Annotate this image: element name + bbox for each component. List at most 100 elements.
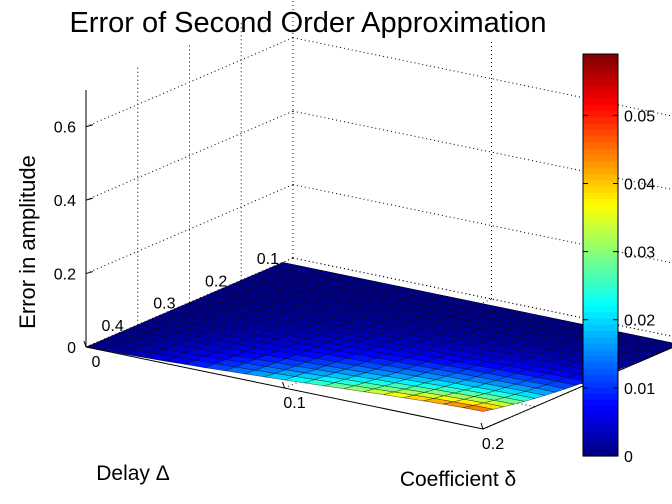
colorbar-swatch bbox=[583, 311, 618, 319]
x-tick-label: 0 bbox=[92, 354, 101, 371]
colorbar-swatch bbox=[583, 412, 618, 419]
colorbar-swatch bbox=[583, 167, 618, 174]
colorbar-swatch bbox=[583, 60, 618, 68]
colorbar-swatch bbox=[583, 437, 618, 445]
colorbar-swatch bbox=[583, 286, 618, 294]
colorbar-swatch bbox=[583, 305, 618, 313]
colorbar-swatch bbox=[583, 160, 618, 168]
colorbar-swatch bbox=[583, 85, 618, 93]
colorbar-swatch bbox=[583, 192, 618, 200]
grid-line bbox=[85, 184, 294, 275]
colorbar-tick-label: 0.04 bbox=[624, 176, 655, 193]
colorbar-swatch bbox=[583, 141, 618, 149]
colorbar-swatch bbox=[583, 292, 618, 300]
colorbar-tick-label: 0.05 bbox=[624, 108, 655, 125]
chart-title: Error of Second Order Approximation bbox=[69, 7, 546, 39]
x-tick bbox=[83, 340, 87, 348]
colorbar-swatch bbox=[583, 324, 618, 331]
colorbar-swatch bbox=[583, 280, 618, 288]
colorbar-swatch bbox=[583, 223, 618, 231]
colorbar-swatch bbox=[583, 97, 618, 105]
colorbar-swatch bbox=[583, 229, 618, 237]
colorbar-swatch bbox=[583, 79, 618, 87]
colorbar-swatch bbox=[583, 386, 618, 394]
colorbar-swatch bbox=[583, 424, 618, 432]
y-tick-label: 0.1 bbox=[257, 251, 279, 268]
colorbar-swatch bbox=[583, 298, 618, 306]
z-tick-label: 0 bbox=[67, 340, 76, 357]
colorbar-swatch bbox=[583, 273, 618, 281]
colorbar-swatch bbox=[583, 443, 618, 451]
y-tick-label: 0.2 bbox=[205, 273, 227, 290]
colorbar-swatch bbox=[583, 104, 618, 112]
colorbar-swatch bbox=[583, 66, 618, 74]
colorbar-swatch bbox=[583, 342, 618, 350]
colorbar: 0 0.01 0.02 0.03 0.04 0.05 bbox=[582, 53, 655, 466]
colorbar-swatch bbox=[583, 261, 618, 269]
colorbar-swatch bbox=[583, 336, 618, 344]
colorbar-swatch bbox=[583, 54, 618, 61]
colorbar-frame bbox=[582, 53, 619, 457]
colorbar-swatch bbox=[583, 449, 618, 457]
z-axis-label: Error in amplitude bbox=[15, 155, 40, 329]
colorbar-swatch bbox=[583, 236, 618, 244]
colorbar-swatch bbox=[583, 355, 618, 363]
colorbar-swatch bbox=[583, 242, 618, 250]
z-tick-label: 0.6 bbox=[54, 120, 76, 137]
colorbar-swatch bbox=[583, 179, 618, 187]
colorbar-swatch bbox=[583, 211, 618, 218]
colorbar-swatch bbox=[583, 399, 618, 407]
z-tick bbox=[85, 271, 94, 275]
colorbar-swatch bbox=[583, 430, 618, 438]
z-tick bbox=[85, 344, 94, 348]
z-tick-label: 0.2 bbox=[54, 267, 76, 284]
axes-frame: 0 0.2 0.4 0.6 0 0.1 0.2 0.1 0.2 0.3 0.4 bbox=[54, 90, 672, 453]
colorbar-swatch bbox=[583, 173, 618, 181]
colorbar-swatch bbox=[583, 418, 618, 426]
colorbar-swatch bbox=[583, 135, 618, 143]
y-tick-label: 0.3 bbox=[153, 296, 175, 313]
colorbar-swatch bbox=[583, 123, 618, 130]
grid-line bbox=[85, 110, 294, 201]
colorbar-swatch bbox=[583, 405, 618, 413]
colorbar-swatch bbox=[583, 349, 618, 357]
colorbar-swatch bbox=[583, 217, 618, 225]
surface-patch bbox=[463, 405, 494, 412]
colorbar-tick-label: 0.01 bbox=[624, 381, 655, 398]
colorbar-swatch bbox=[583, 317, 618, 325]
colorbar-swatch bbox=[583, 148, 618, 156]
colorbar-swatch bbox=[583, 248, 618, 256]
x-tick-label: 0.1 bbox=[283, 395, 305, 412]
colorbar-swatch bbox=[583, 116, 618, 124]
colorbar-tick-label: 0 bbox=[624, 449, 633, 466]
y-tick-label: 0.4 bbox=[102, 318, 124, 335]
x-tick bbox=[480, 422, 484, 430]
surface-mesh bbox=[85, 262, 672, 412]
colorbar-swatch bbox=[583, 198, 618, 206]
colorbar-swatch bbox=[583, 185, 618, 193]
colorbar-tick-label: 0.03 bbox=[624, 245, 655, 262]
colorbar-swatch bbox=[583, 380, 618, 388]
z-tick bbox=[85, 197, 94, 201]
colorbar-swatch bbox=[583, 374, 618, 382]
colorbar-swatch bbox=[583, 255, 618, 262]
colorbar-swatch bbox=[583, 330, 618, 338]
colorbar-swatch bbox=[583, 368, 618, 375]
colorbar-tick-label: 0.02 bbox=[624, 313, 655, 330]
x-tick-label: 0.2 bbox=[482, 436, 504, 453]
x-tick bbox=[282, 381, 285, 389]
x-axis-label: Coefficient δ bbox=[400, 468, 516, 491]
z-tick bbox=[85, 124, 94, 128]
y-axis-label: Delay Δ bbox=[96, 462, 170, 485]
colorbar-swatch bbox=[583, 72, 618, 80]
colorbar-swatch bbox=[583, 154, 618, 162]
colorbar-swatch bbox=[583, 361, 618, 369]
colorbar-swatch bbox=[583, 91, 618, 99]
colorbar-swatch bbox=[583, 267, 618, 275]
colorbar-swatch bbox=[583, 204, 618, 212]
colorbar-swatch bbox=[583, 393, 618, 401]
colorbar-swatch bbox=[583, 129, 618, 137]
z-tick-label: 0.4 bbox=[54, 193, 76, 210]
